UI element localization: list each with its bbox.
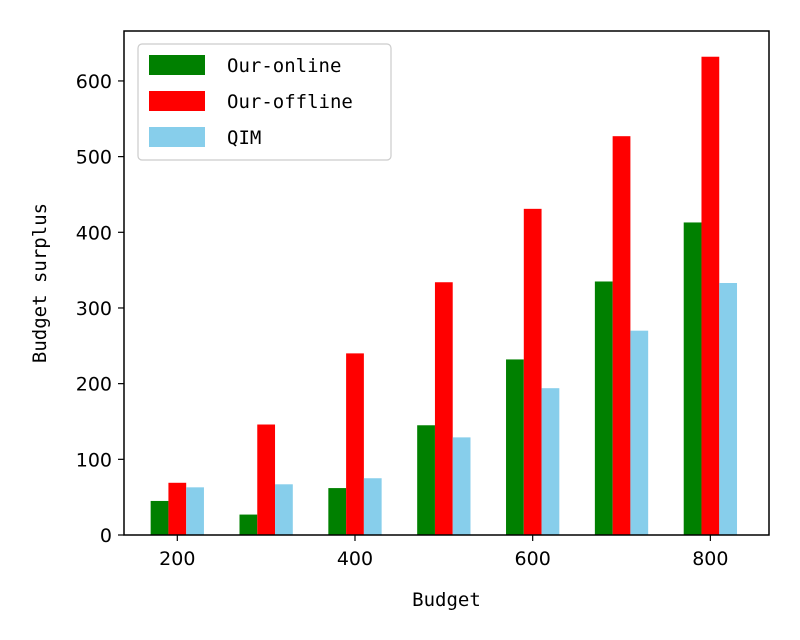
bar-qim-500 [452, 437, 471, 535]
bar-qim-200 [186, 487, 204, 535]
bars-layer [150, 56, 738, 536]
bar-qim-400 [363, 478, 382, 535]
y-tick-label: 0 [100, 525, 112, 547]
y-tick-label: 100 [76, 449, 112, 471]
bar-our-online-300 [239, 514, 258, 535]
y-tick-label: 300 [76, 298, 112, 320]
y-axis-ticks: 0 100 200 300 400 500 600 [76, 71, 124, 547]
legend-label: Our-offline [227, 91, 353, 113]
legend-swatch [149, 127, 205, 147]
x-tick-label: 400 [337, 548, 373, 570]
bar-qim-600 [541, 388, 560, 535]
bar-our-offline-400 [346, 353, 364, 535]
bar-our-offline-800 [701, 56, 720, 535]
y-tick-label: 400 [76, 222, 112, 244]
y-axis-label: Budget surplus [29, 203, 51, 363]
legend-swatch [149, 55, 205, 75]
bar-our-online-600 [506, 359, 524, 535]
legend-swatch [149, 91, 205, 111]
bar-our-online-500 [417, 425, 435, 535]
x-tick-label: 800 [692, 548, 728, 570]
bar-qim-700 [630, 330, 649, 535]
x-tick-label: 200 [159, 548, 195, 570]
bar-our-online-800 [683, 222, 702, 535]
bar-qim-300 [275, 484, 293, 535]
bar-our-offline-300 [257, 424, 276, 535]
bar-our-online-400 [328, 488, 347, 535]
bar-our-online-200 [150, 500, 169, 535]
plot-frame [123, 30, 770, 536]
x-axis-ticks: 200 400 600 800 [159, 535, 728, 570]
x-axis-label: Budget [412, 589, 481, 611]
y-tick-label: 500 [76, 147, 112, 169]
bar-our-offline-500 [434, 282, 453, 535]
bar-qim-800 [719, 283, 738, 535]
legend-label: QIM [227, 127, 261, 149]
y-tick-label: 200 [76, 374, 112, 396]
bar-our-offline-700 [612, 136, 631, 535]
bar-our-offline-600 [523, 208, 542, 536]
legend-label: Our-online [227, 55, 341, 77]
x-tick-label: 600 [515, 548, 551, 570]
y-tick-label: 600 [76, 71, 112, 93]
bar-our-online-700 [594, 281, 613, 535]
legend: Our-online Our-offline QIM [137, 43, 392, 161]
bar-our-offline-200 [168, 482, 187, 535]
